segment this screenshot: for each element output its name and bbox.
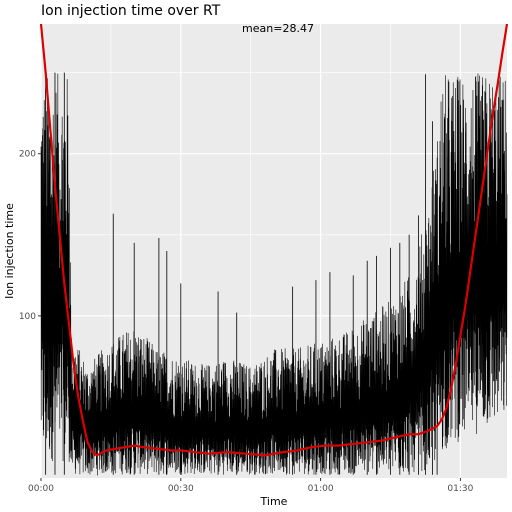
mean-annotation: mean=28.47 [242, 22, 314, 35]
x-tick-label: 01:30 [447, 484, 473, 494]
x-tick-label: 00:00 [28, 484, 54, 494]
x-tick-label: 01:00 [308, 484, 334, 494]
y-tick-label: 200 [19, 150, 36, 160]
y-axis-label: Ion injection time [3, 203, 16, 299]
y-tick-label: 100 [19, 312, 36, 322]
chart-title: Ion injection time over RT [41, 3, 221, 19]
y-axis-ticks: 100 200 [19, 150, 41, 322]
x-tick-label: 00:30 [168, 484, 194, 494]
x-axis-label: Time [260, 495, 288, 508]
x-axis-ticks: 00:00 00:30 01:00 01:30 [28, 478, 474, 494]
raw-trace [40, 73, 508, 476]
trend-line [39, 23, 509, 457]
raw-series [40, 72, 508, 476]
trend-series [39, 23, 509, 457]
